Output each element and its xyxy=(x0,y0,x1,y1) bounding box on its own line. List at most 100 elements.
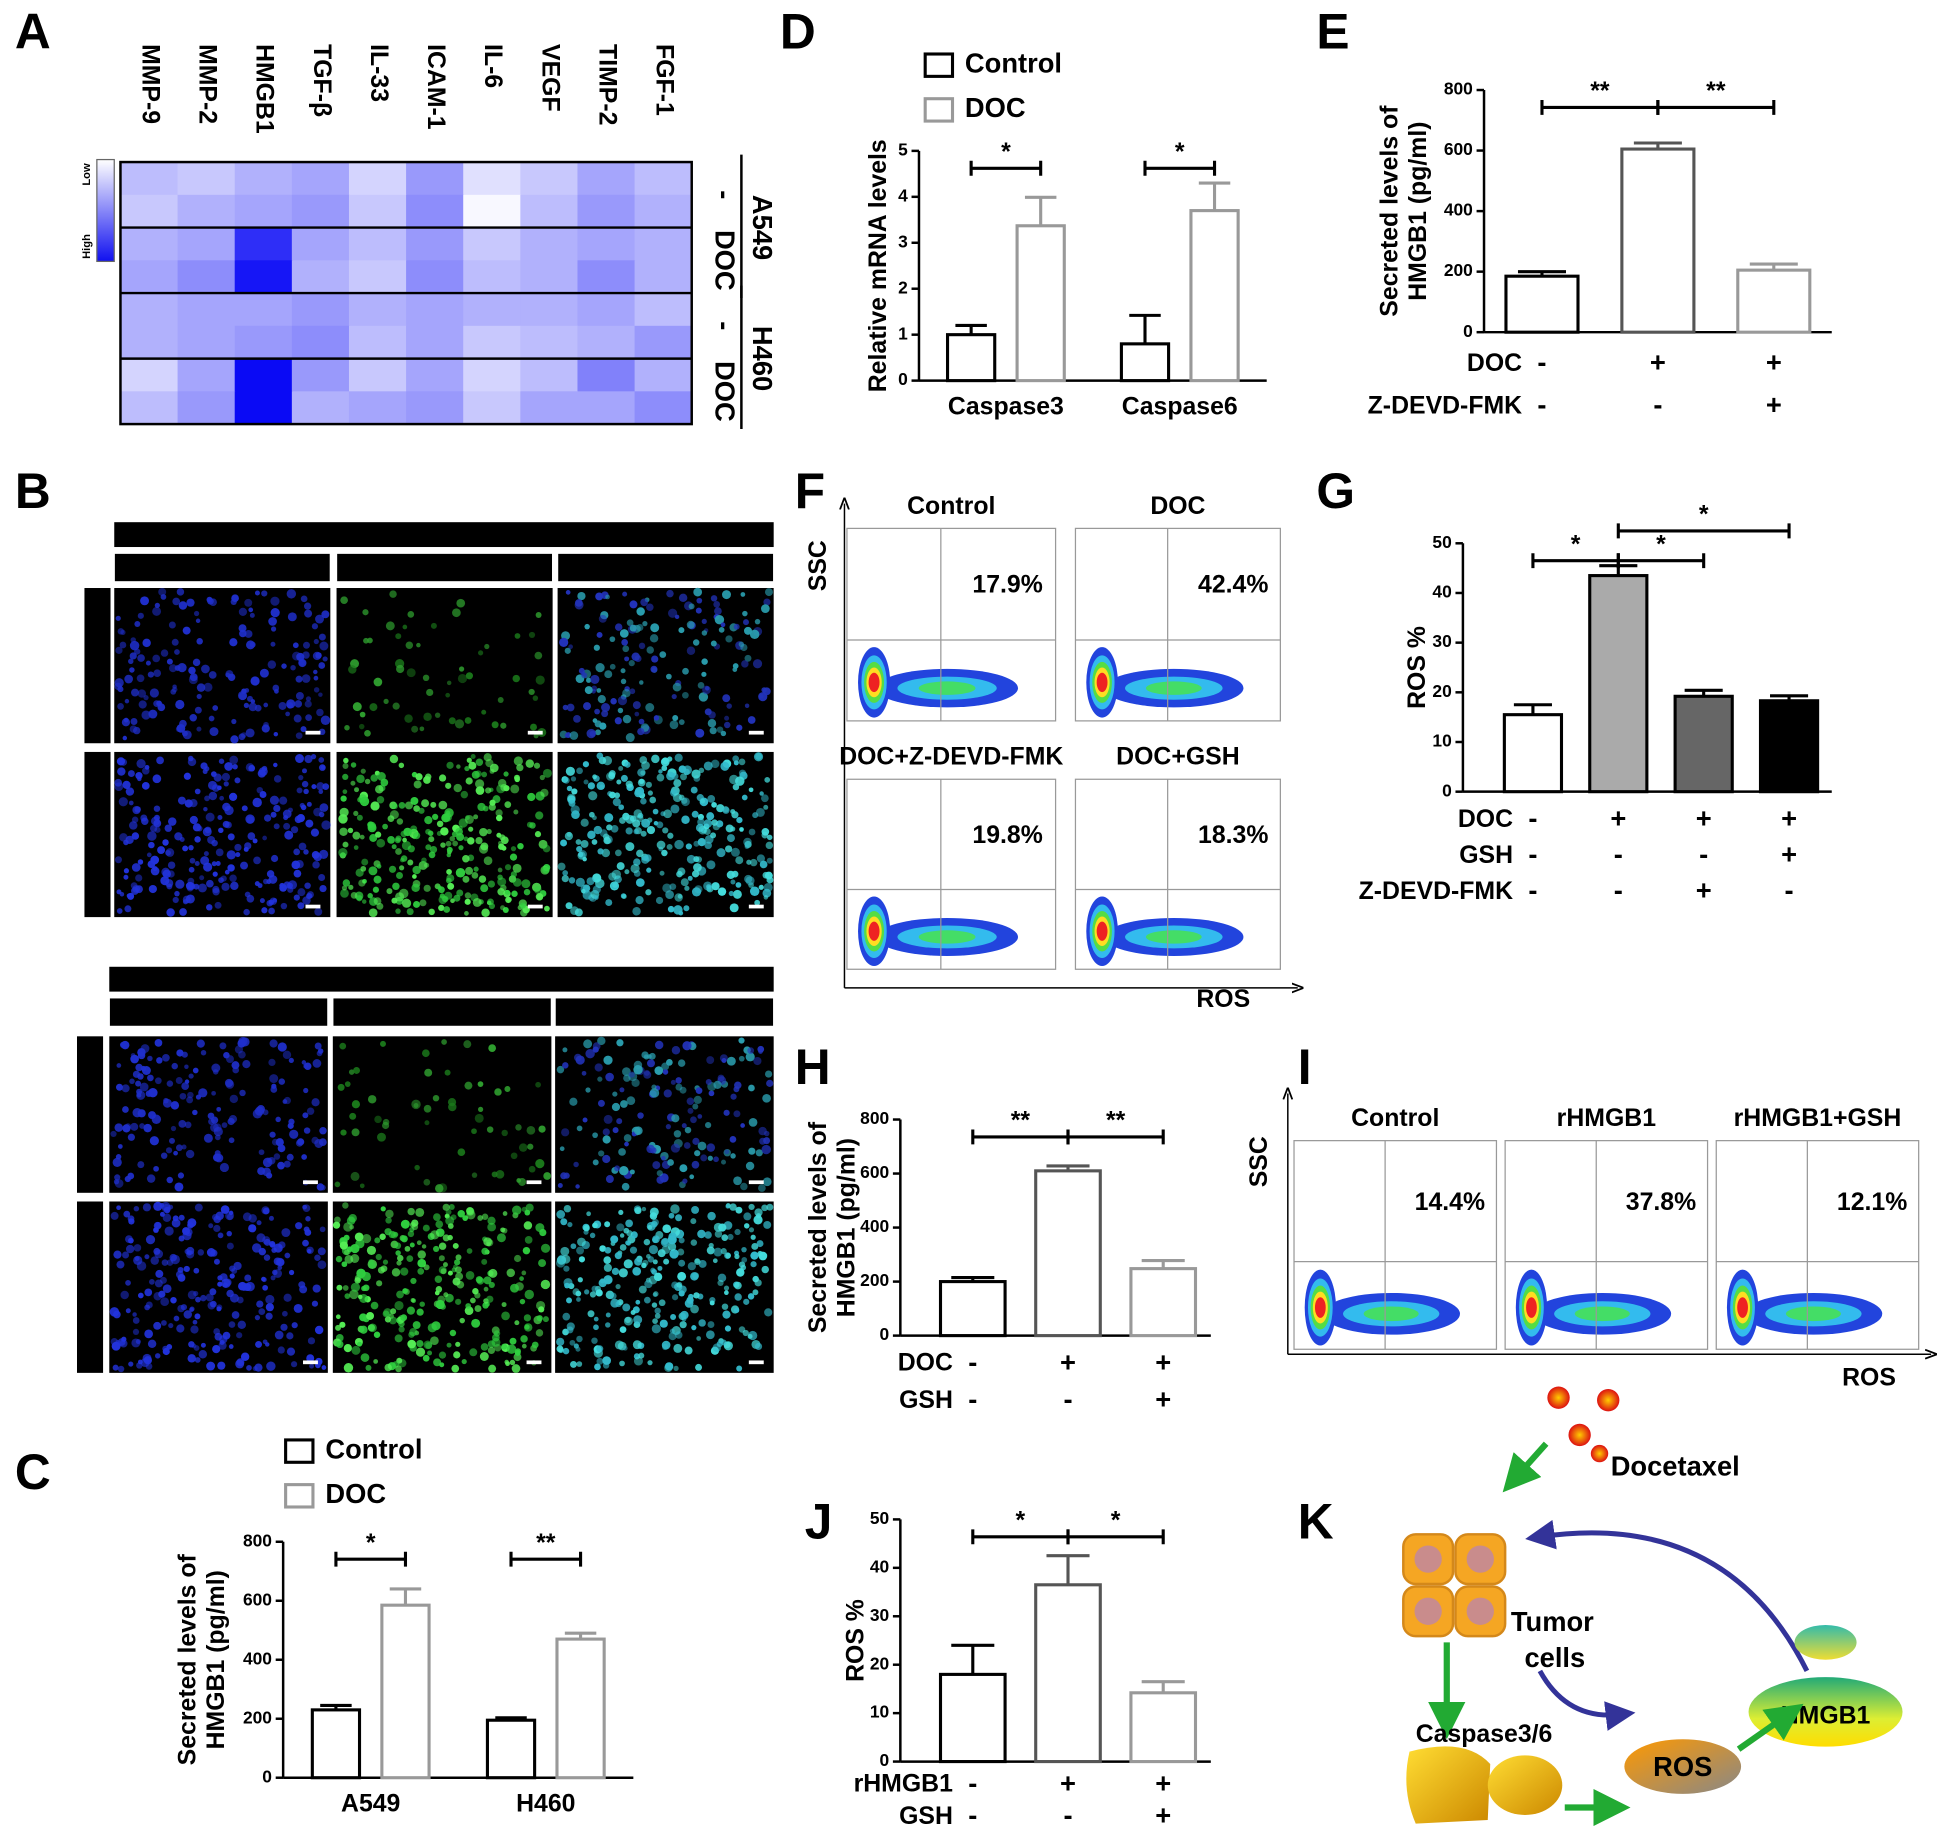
cell-dot xyxy=(501,1343,508,1350)
cell-dot xyxy=(172,597,181,606)
cell-dot xyxy=(514,1349,521,1356)
cell-dot xyxy=(682,667,689,675)
cell-dot xyxy=(459,1317,465,1324)
cell-dot xyxy=(612,798,621,807)
cell-dot xyxy=(729,1136,737,1143)
cell-dot xyxy=(342,789,348,795)
heatmap-cell xyxy=(463,162,521,196)
cell-dot xyxy=(447,1270,453,1276)
cell-dot xyxy=(201,664,210,674)
cell-dot xyxy=(527,792,536,802)
cell-dot xyxy=(433,1358,442,1367)
cell-dot xyxy=(154,826,161,833)
cell-dot xyxy=(763,1220,772,1229)
column-label: HMGB1 xyxy=(251,44,278,134)
cell-dot xyxy=(447,1098,457,1107)
cell-dot xyxy=(261,590,268,597)
density xyxy=(1363,1306,1419,1322)
cell-dot xyxy=(594,729,601,736)
cell-dot xyxy=(592,815,597,821)
heatmap-cell xyxy=(348,260,407,294)
legend-label: DOC xyxy=(325,1478,386,1509)
cell-dot xyxy=(212,871,218,877)
cell-dot xyxy=(555,1258,566,1268)
cell-dot xyxy=(190,1325,199,1334)
cell-dot xyxy=(149,688,159,698)
cell-dot xyxy=(301,780,309,788)
cell-dot xyxy=(764,1308,773,1317)
cell-dot xyxy=(634,655,642,663)
cell-dot xyxy=(614,1165,621,1172)
cell-dot xyxy=(147,831,157,841)
cell-dot xyxy=(116,1205,121,1211)
cell-dot xyxy=(487,880,496,888)
cell-dot xyxy=(210,1123,219,1132)
cell-dot xyxy=(706,812,715,821)
cell-dot xyxy=(304,700,312,708)
cell-dot xyxy=(716,820,724,828)
cell-dot xyxy=(623,1074,631,1082)
heatmap-cell xyxy=(120,260,179,294)
cell-dot xyxy=(372,886,380,893)
cell-dot xyxy=(542,768,552,778)
cell-dot xyxy=(400,1267,409,1276)
cell-dot xyxy=(208,715,215,722)
cell-dot xyxy=(648,1275,658,1285)
cell-dot xyxy=(569,731,579,740)
cell-dot xyxy=(173,1150,178,1156)
cell-dot xyxy=(318,789,324,795)
cell-dot xyxy=(304,754,313,764)
cell-dot xyxy=(638,1285,647,1294)
cell-dot xyxy=(175,1077,183,1085)
cell-dot xyxy=(435,1184,444,1193)
cell-dot xyxy=(686,646,696,655)
cell-dot xyxy=(455,1341,461,1347)
error-bar xyxy=(564,1631,597,1640)
cell-dot xyxy=(670,1204,680,1214)
cell-dot xyxy=(692,1137,700,1145)
heatmap-cell xyxy=(120,358,179,392)
error-bar xyxy=(1684,688,1723,697)
cell-dot xyxy=(521,1270,527,1276)
cell-dot xyxy=(298,1281,306,1289)
cell-dot xyxy=(683,905,690,912)
cell-dot xyxy=(468,826,474,832)
density xyxy=(1737,1297,1748,1318)
y-tick-label: 200 xyxy=(1444,260,1473,280)
cell-dot xyxy=(647,790,653,796)
cell-dot xyxy=(651,754,660,764)
cell-dot xyxy=(563,1265,570,1272)
cell-dot xyxy=(747,1333,753,1339)
cell-dot xyxy=(366,1245,377,1256)
cell-dot xyxy=(589,1232,596,1239)
cell-dot xyxy=(154,602,160,609)
significance-label: ** xyxy=(1706,78,1726,105)
cell-dot xyxy=(575,1184,580,1189)
cell-dot xyxy=(171,1062,178,1070)
cell-dot xyxy=(523,888,531,896)
cell-dot xyxy=(161,1320,167,1326)
cell-dot xyxy=(510,784,520,794)
cell-dot xyxy=(735,882,742,888)
cell-dot xyxy=(734,1281,742,1290)
cell-dot xyxy=(644,1296,651,1304)
cell-dot xyxy=(736,1365,743,1372)
cell-dot xyxy=(577,1237,586,1247)
cell-dot xyxy=(152,774,162,784)
cell-dot xyxy=(462,855,470,863)
cell-dot xyxy=(671,693,677,700)
cell-dot xyxy=(265,1342,270,1347)
cell-dot xyxy=(756,854,765,863)
cell-dot xyxy=(598,1150,605,1157)
cell-dot xyxy=(455,1254,462,1261)
cell-dot xyxy=(398,1326,405,1333)
legend-swatch xyxy=(284,1438,315,1464)
cell-dot xyxy=(346,1216,356,1225)
bar xyxy=(1129,1691,1198,1764)
cell-dot xyxy=(223,781,229,787)
y-tick-label: 10 xyxy=(870,1702,889,1722)
panel-letter: K xyxy=(1298,1494,1334,1550)
cell-dot xyxy=(446,761,454,769)
cell-dot xyxy=(497,840,503,846)
cell-dot xyxy=(517,842,524,850)
